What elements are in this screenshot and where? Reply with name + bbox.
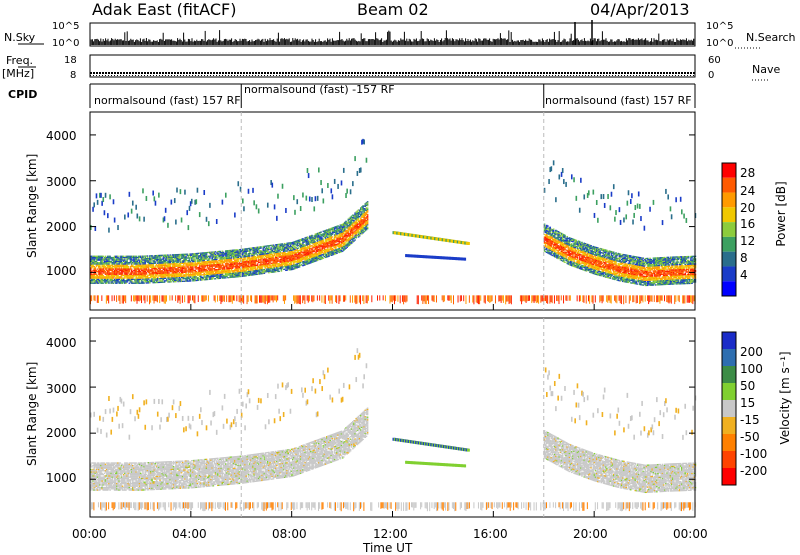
power-cbar-seg-1 (722, 178, 736, 193)
vel-cbar-seg-3 (722, 383, 736, 400)
power-cbar-seg-2 (722, 193, 736, 208)
power-cbar-seg-6 (722, 252, 736, 267)
vel-cbar-seg-2 (722, 366, 736, 383)
nsky-series (90, 30, 695, 45)
power-cbar-seg-0 (722, 163, 736, 178)
vel-cbar-seg-8 (722, 468, 736, 485)
vel-cbar-seg-0 (722, 332, 736, 349)
vel-cbar-seg-5 (722, 417, 736, 434)
vel-cbar-seg-4 (722, 400, 736, 417)
power-cbar-seg-5 (722, 237, 736, 252)
power-cbar-seg-7 (722, 266, 736, 281)
vel-cbar-seg-1 (722, 349, 736, 366)
power-cbar-seg-8 (722, 281, 736, 296)
power-cbar-seg-4 (722, 222, 736, 237)
power-cbar-seg-3 (722, 207, 736, 222)
vel-cbar-seg-6 (722, 434, 736, 451)
vel-cbar-seg-7 (722, 451, 736, 468)
